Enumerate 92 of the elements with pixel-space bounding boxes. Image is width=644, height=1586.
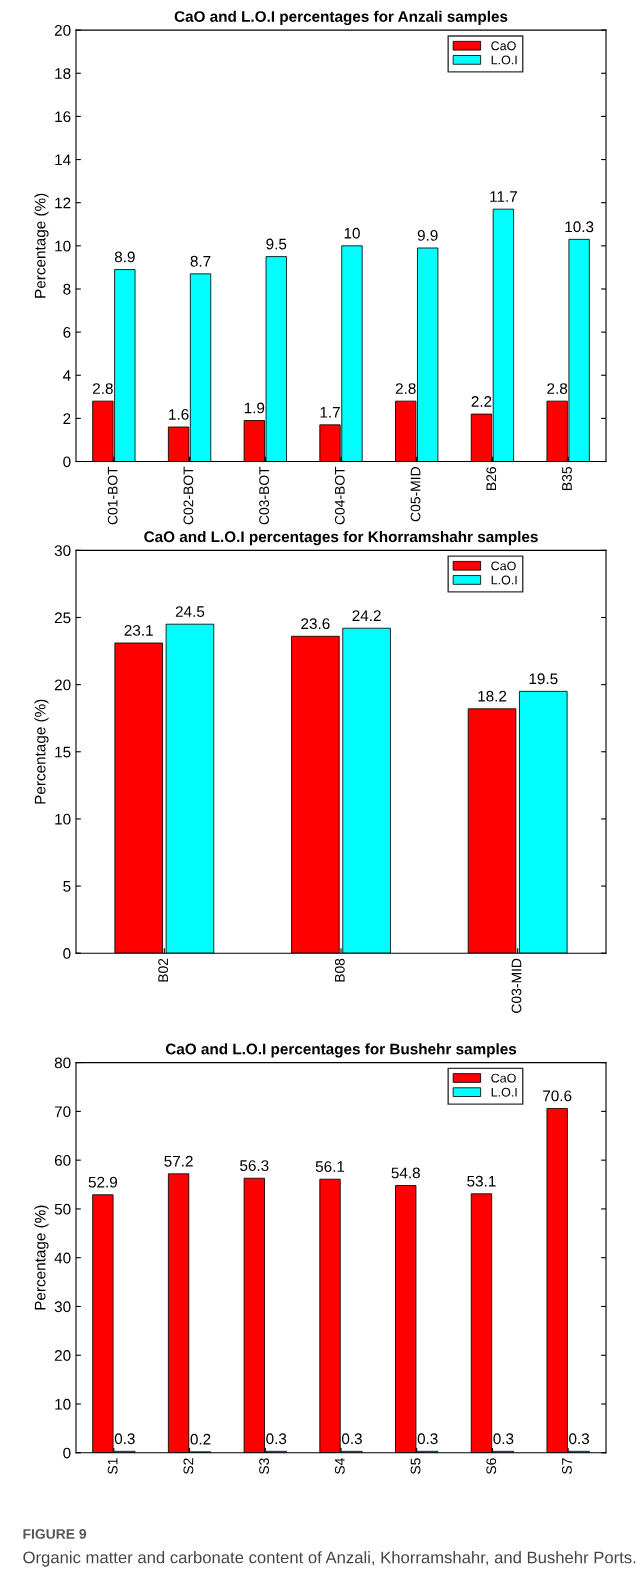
y-tick-label: 20 [54,679,71,691]
legend-label: L.O.I [491,55,517,65]
x-tick-label: C05-MID [410,467,421,522]
y-tick-label: 30 [54,545,71,557]
data-label: 52.9 [88,1176,118,1188]
legend-label: CaO [491,1073,516,1083]
data-label: 57.2 [164,1155,193,1167]
y-tick-label: 60 [54,1155,71,1166]
y-tick-label: 10 [55,1398,71,1410]
data-label: 0.3 [341,1433,362,1445]
data-label: 0.3 [569,1433,590,1445]
x-tick-label: C02-BOT [183,466,194,525]
y-tick-label: 10 [55,813,71,825]
x-tick-label: B08 [334,958,345,982]
data-label: 10 [344,227,360,239]
legend-label: CaO [491,41,516,51]
y-tick-label: 50 [54,1203,71,1215]
data-label: 10.3 [565,221,594,233]
caption: FIGURE 9 [23,1529,87,1539]
data-label: 0.2 [190,1433,211,1445]
data-label: 24.2 [352,610,381,621]
y-axis-title: Percentage (%) [34,699,49,804]
data-label: 53.1 [467,1175,496,1187]
y-tick-label: 8 [63,283,71,295]
y-tick-label: 18 [55,68,71,79]
y-tick-label: 6 [63,326,71,338]
x-tick-label: S7 [562,1458,572,1474]
x-tick-label: S5 [410,1458,421,1474]
data-label: 2.8 [395,383,416,394]
data-label: 0.3 [114,1433,135,1445]
x-tick-label: C03-MID [511,958,522,1013]
legend-label: L.O.I [491,1087,517,1097]
y-axis-title: Percentage (%) [34,1205,49,1310]
data-label: 8.7 [190,255,211,267]
y-tick-label: 5 [63,881,71,892]
data-label: 0.3 [417,1433,438,1445]
y-tick-label: 25 [54,612,71,624]
data-label: 0.3 [493,1433,514,1445]
chart-title: CaO and L.O.I percentages for Bushehr samples [165,1043,517,1058]
chart-title: CaO and L.O.I percentages for Khorramshahr samples [144,530,538,546]
data-label: 0.3 [266,1433,287,1445]
legend-label: CaO [491,561,516,571]
data-label: 9.5 [266,238,287,250]
data-label: 54.8 [391,1167,420,1179]
x-tick-label: S4 [334,1458,345,1474]
y-tick-label: 80 [54,1057,71,1069]
y-tick-label: 10 [55,240,71,252]
data-label: 1.6 [169,409,189,420]
data-label: 19.5 [529,673,558,685]
y-tick-label: 70 [54,1106,71,1118]
y-tick-label: 0 [63,456,71,468]
x-tick-label: S2 [183,1458,194,1474]
x-tick-label: C03-BOT [259,466,270,525]
y-tick-label: 16 [55,111,71,123]
data-label: 56.1 [315,1161,345,1172]
data-label: 23.1 [124,624,153,636]
x-tick-label: B02 [158,958,169,982]
y-tick-label: 30 [54,1301,71,1313]
y-tick-label: 4 [62,370,71,381]
data-label: 70.6 [543,1090,572,1102]
x-tick-label: S1 [107,1458,118,1474]
data-label: 24.5 [175,606,205,618]
legend-label: L.O.I [491,575,517,585]
x-tick-label: C01-BOT [107,466,118,525]
data-label: 8.9 [114,251,135,263]
y-tick-label: 40 [54,1252,71,1264]
x-tick-label: S6 [486,1458,497,1474]
y-tick-label: 14 [55,154,71,166]
x-tick-label: B26 [486,467,497,490]
y-tick-label: 20 [54,1350,71,1361]
data-label: 1.7 [320,407,340,418]
data-label: 2.2 [471,396,492,407]
data-label: 1.9 [244,402,265,414]
data-label: 2.8 [547,383,568,394]
data-label: 9.9 [417,229,438,241]
y-tick-label: 0 [63,1447,71,1459]
data-label: 18.2 [478,690,507,702]
y-tick-label: 12 [55,197,71,209]
y-tick-label: 15 [55,746,71,758]
data-label: 2.8 [93,383,113,394]
y-tick-label: 0 [63,948,71,959]
x-tick-label: C04-BOT [334,466,345,525]
text: Organic matter and carbonate content of Anzali, Khorramshahr, and Bushehr Ports. [23,1551,636,1567]
y-tick-label: 2 [63,413,71,424]
y-axis-title: Percentage (%) [34,193,49,298]
data-label: 56.3 [240,1160,269,1172]
x-tick-label: S3 [259,1458,270,1474]
chart-title: CaO and L.O.I percentages for Anzali samples [174,10,508,26]
y-tick-label: 20 [54,25,71,36]
x-tick-label: B35 [562,466,572,490]
data-label: 11.7 [490,191,517,202]
data-label: 23.6 [301,618,330,630]
